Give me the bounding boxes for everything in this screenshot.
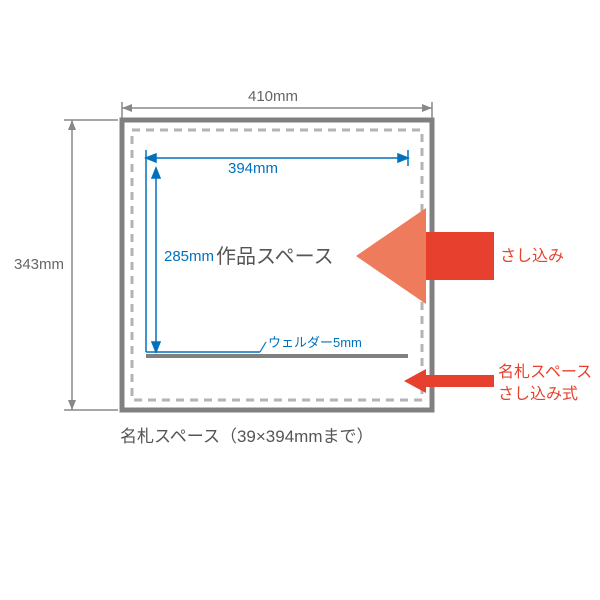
- large-arrow: [356, 208, 494, 304]
- small-arrow-head: [404, 369, 426, 393]
- small-arrow-stem: [426, 375, 494, 387]
- small-arrow-label-l1: 名札スペース: [498, 364, 592, 381]
- small-arrow-label: 名札スペース さし込み式: [498, 362, 592, 405]
- small-arrow-label-l2: さし込み式: [498, 386, 578, 403]
- work-space-label: 作品スペース: [216, 240, 334, 269]
- blue-h-label: 394mm: [228, 160, 278, 177]
- dim-top-label: 410mm: [248, 88, 298, 105]
- caption-text: 名札スペース（39×394mmまで）: [120, 422, 373, 447]
- dim-left: [64, 120, 118, 410]
- large-arrow-head: [356, 208, 426, 304]
- blue-v-label: 285mm: [164, 248, 214, 265]
- large-arrow-stem: [426, 232, 494, 280]
- diagram-stage: 410mm 343mm 394mm 285mm ウェルダー5mm 作品スペース …: [0, 0, 600, 600]
- welder-leader: [260, 342, 266, 352]
- diagram-svg: [0, 0, 600, 600]
- large-arrow-label: さし込み: [500, 246, 564, 268]
- dim-left-label: 343mm: [14, 256, 64, 273]
- small-arrow: [404, 369, 494, 393]
- welder-label: ウェルダー5mm: [268, 332, 362, 351]
